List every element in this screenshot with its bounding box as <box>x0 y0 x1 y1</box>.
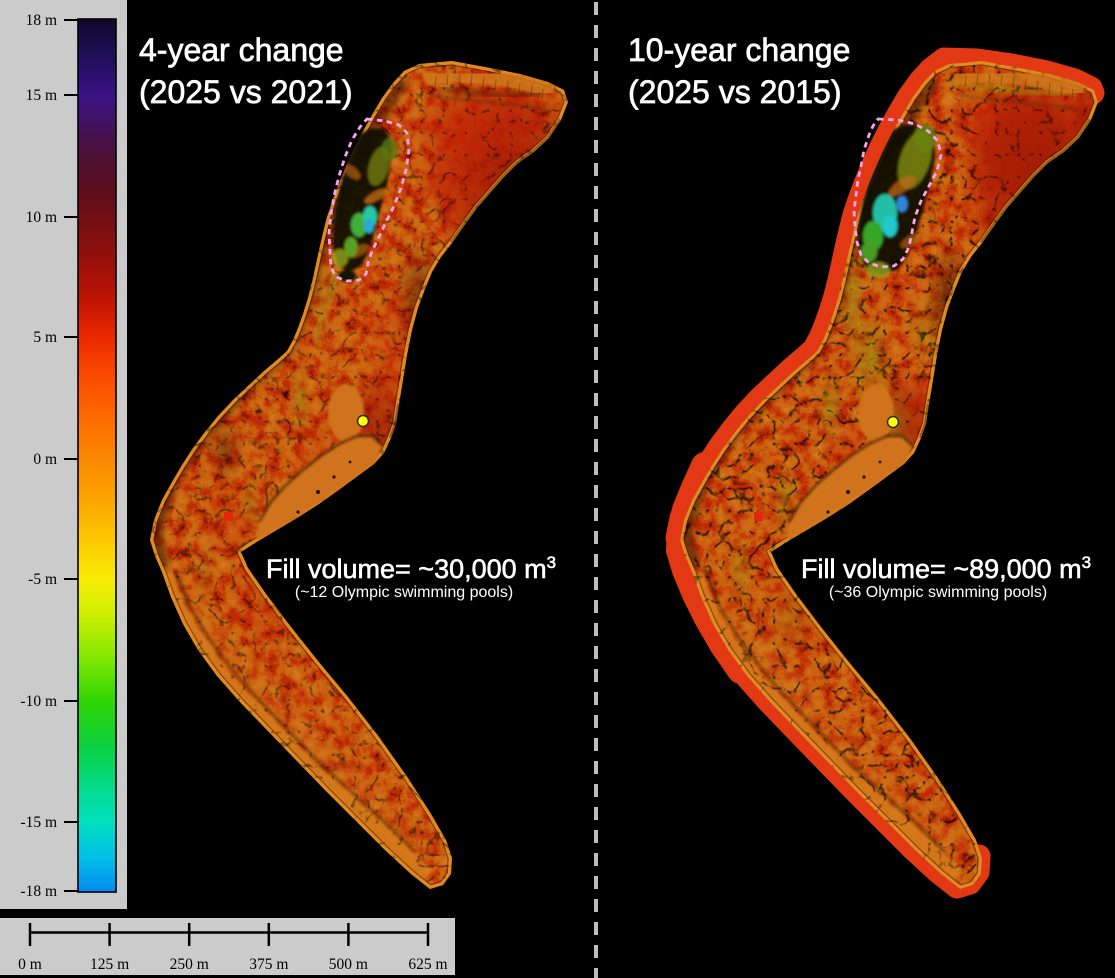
svg-text:500 m: 500 m <box>329 956 368 973</box>
svg-text:(~36 Olympic swimming pools): (~36 Olympic swimming pools) <box>829 584 1047 601</box>
svg-text:10 m: 10 m <box>26 209 57 226</box>
svg-text:625 m: 625 m <box>408 956 447 973</box>
svg-text:18 m: 18 m <box>26 12 57 29</box>
svg-text:-15 m: -15 m <box>20 814 57 831</box>
svg-text:4-year change: 4-year change <box>139 32 344 68</box>
svg-text:10-year change: 10-year change <box>628 32 850 68</box>
svg-text:-10 m: -10 m <box>20 693 57 710</box>
svg-text:15 m: 15 m <box>26 87 57 104</box>
svg-text:Fill volume= ~30,000 m3: Fill volume= ~30,000 m3 <box>266 553 556 584</box>
svg-text:125 m: 125 m <box>90 956 129 973</box>
svg-text:(2025 vs 2021): (2025 vs 2021) <box>139 74 352 110</box>
svg-text:-18 m: -18 m <box>20 883 57 900</box>
svg-text:-5 m: -5 m <box>28 571 57 588</box>
svg-text:5 m: 5 m <box>33 329 57 346</box>
svg-text:250 m: 250 m <box>170 956 209 973</box>
svg-text:0 m: 0 m <box>33 451 57 468</box>
svg-text:Fill volume= ~89,000 m3: Fill volume= ~89,000 m3 <box>801 553 1091 584</box>
svg-text:(~12 Olympic swimming pools): (~12 Olympic swimming pools) <box>295 584 513 601</box>
svg-text:375 m: 375 m <box>249 956 288 973</box>
svg-text:(2025 vs 2015): (2025 vs 2015) <box>628 74 841 110</box>
svg-text:0 m: 0 m <box>18 956 42 973</box>
